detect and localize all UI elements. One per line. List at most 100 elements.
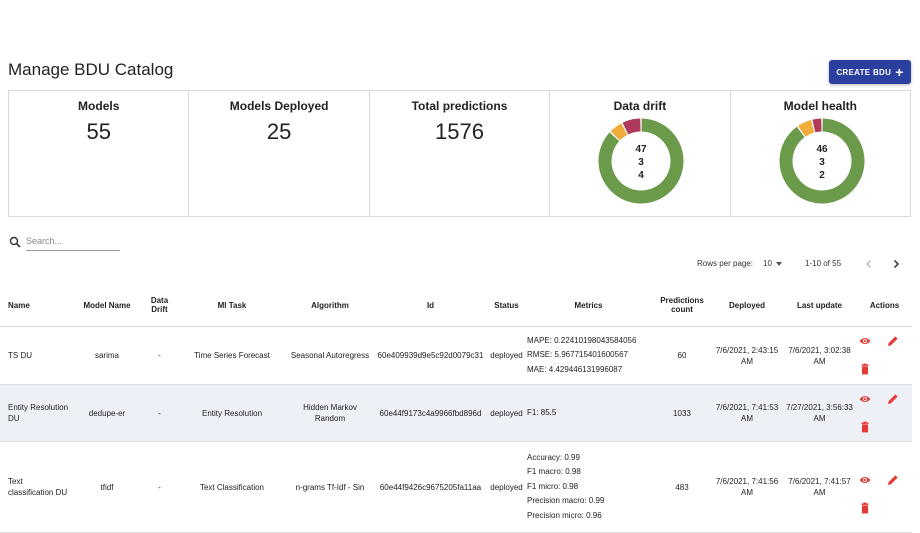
metric-line: Accuracy: 0.99 bbox=[527, 452, 580, 462]
previous-page-icon[interactable] bbox=[862, 257, 876, 271]
model-health-card-title: Model health bbox=[783, 99, 857, 113]
cell-last-update: 7/6/2021, 7:41:57 AM bbox=[782, 441, 857, 533]
table-row[interactable]: TS DU sarima - Time Series Forecast Seas… bbox=[0, 326, 912, 385]
metric-line: F1: 85.5 bbox=[527, 407, 557, 417]
cell-metrics: Accuracy: 0.99 F1 macro: 0.98 F1 micro: … bbox=[525, 441, 652, 533]
models-card: Models 55 bbox=[9, 91, 190, 216]
cell-metrics: MAPE: 0.22410198043584056 RMSE: 5.967715… bbox=[525, 326, 652, 385]
trash-icon[interactable] bbox=[859, 363, 871, 375]
model-health-donut: 46 3 2 bbox=[779, 118, 865, 204]
data-drift-card-title: Data drift bbox=[613, 99, 667, 113]
eye-icon[interactable] bbox=[859, 393, 871, 405]
header-deployed[interactable]: Deployed bbox=[712, 284, 782, 327]
next-page-icon[interactable] bbox=[889, 257, 903, 271]
header-last-update[interactable]: Last update bbox=[782, 284, 857, 327]
cell-id: 60e44f9173c4a9966fbd896d bbox=[373, 384, 488, 442]
cell-last-update: 7/27/2021, 3:56:33 AM bbox=[782, 384, 857, 442]
search-icon bbox=[9, 236, 21, 248]
header-ml-task[interactable]: Ml Task bbox=[177, 284, 287, 327]
rows-per-page-select[interactable]: 10 bbox=[763, 259, 782, 268]
cell-last-update: 7/6/2021, 3:02:38 AM bbox=[782, 326, 857, 385]
drift-warning-segment bbox=[610, 123, 628, 141]
models-card-title: Models bbox=[78, 99, 120, 113]
eye-icon[interactable] bbox=[859, 474, 871, 486]
cell-status: deployed bbox=[488, 384, 525, 442]
metric-line: F1 macro: 0.98 bbox=[527, 467, 581, 477]
cell-predictions-count: 483 bbox=[652, 441, 712, 533]
search-input[interactable] bbox=[26, 232, 120, 251]
pencil-icon[interactable] bbox=[887, 335, 899, 347]
cell-model-name: dedupe-er bbox=[72, 384, 142, 442]
cell-actions bbox=[857, 326, 912, 385]
cell-ml-task: Entity Resolution bbox=[177, 384, 287, 442]
health-critical-segment bbox=[811, 118, 822, 133]
health-healthy-segment bbox=[779, 118, 865, 204]
pencil-icon[interactable] bbox=[887, 393, 899, 405]
models-card-value: 55 bbox=[86, 119, 111, 144]
cell-deployed: 7/6/2021, 7:41:56 AM bbox=[712, 441, 782, 533]
rows-per-page-label: Rows per page: bbox=[697, 259, 754, 268]
header-status[interactable]: Status bbox=[488, 284, 525, 327]
cell-actions bbox=[857, 441, 912, 533]
metric-line: MAE: 4.429446131996087 bbox=[527, 364, 623, 374]
cell-model-name: sarima bbox=[72, 326, 142, 385]
predictions-card-title: Total predictions bbox=[411, 99, 508, 113]
table-row[interactable]: Entity Resolution DU dedupe-er - Entity … bbox=[0, 384, 912, 442]
cell-data-drift: - bbox=[142, 326, 177, 385]
pencil-icon[interactable] bbox=[887, 474, 899, 486]
pagination-range: 1-10 of 55 bbox=[805, 259, 842, 268]
data-drift-card: Data drift 47 3 4 bbox=[550, 91, 731, 216]
plus-icon: + bbox=[895, 64, 904, 80]
cell-algorithm: Seasonal Autoregress bbox=[287, 326, 373, 385]
table-header-row: Name Model Name Data Drift Ml Task Algor… bbox=[0, 284, 912, 327]
header-predictions-count[interactable]: Predictions count bbox=[652, 284, 712, 327]
create-bdu-label: CREATE BDU bbox=[836, 67, 892, 77]
header-data-drift[interactable]: Data Drift bbox=[142, 284, 177, 327]
cell-predictions-count: 60 bbox=[652, 326, 712, 385]
drift-critical-segment bbox=[622, 118, 642, 135]
cell-metrics: F1: 85.5 bbox=[525, 384, 652, 442]
metric-line: MAPE: 0.22410198043584056 bbox=[527, 335, 637, 345]
cell-name: Text classification DU bbox=[0, 441, 72, 533]
metric-line: RMSE: 5.967715401600567 bbox=[527, 350, 628, 360]
deployed-card: Models Deployed 25 bbox=[189, 91, 370, 216]
stats-panel: Models 55 Models Deployed 25 Total predi… bbox=[8, 90, 911, 217]
predictions-card-value: 1576 bbox=[435, 119, 484, 144]
data-drift-donut: 47 3 4 bbox=[598, 118, 684, 204]
cell-actions bbox=[857, 384, 912, 442]
bdu-table: Name Model Name Data Drift Ml Task Algor… bbox=[0, 284, 912, 533]
header-id[interactable]: Id bbox=[373, 284, 488, 327]
header-algorithm[interactable]: Algorithm bbox=[287, 284, 373, 327]
cell-algorithm: n-grams Tf-Idf - Sin bbox=[287, 441, 373, 533]
cell-data-drift: - bbox=[142, 441, 177, 533]
cell-model-name: tfidf bbox=[72, 441, 142, 533]
cell-status: deployed bbox=[488, 441, 525, 533]
health-count-label: 3 bbox=[819, 157, 825, 168]
health-count-label: 2 bbox=[819, 170, 825, 181]
trash-icon[interactable] bbox=[859, 502, 871, 514]
header-model-name[interactable]: Model Name bbox=[72, 284, 142, 327]
metric-line: F1 micro: 0.98 bbox=[527, 481, 579, 491]
header-name[interactable]: Name bbox=[0, 284, 72, 327]
drift-count-label: 3 bbox=[638, 157, 644, 168]
cell-status: deployed bbox=[488, 326, 525, 385]
cell-name: TS DU bbox=[0, 326, 72, 385]
drift-count-label: 47 bbox=[636, 144, 648, 155]
metric-line: Precision micro: 0.96 bbox=[527, 510, 602, 520]
cell-ml-task: Time Series Forecast bbox=[177, 326, 287, 385]
table-row[interactable]: Text classification DU tfidf - Text Clas… bbox=[0, 441, 912, 533]
chevron-down-icon bbox=[775, 261, 782, 266]
cell-algorithm: Hidden Markov Random bbox=[287, 384, 373, 442]
cell-deployed: 7/6/2021, 7:41:53 AM bbox=[712, 384, 782, 442]
header-metrics[interactable]: Metrics bbox=[525, 284, 652, 327]
trash-icon[interactable] bbox=[859, 421, 871, 433]
cell-data-drift: - bbox=[142, 384, 177, 442]
cell-predictions-count: 1033 bbox=[652, 384, 712, 442]
eye-icon[interactable] bbox=[859, 335, 871, 347]
cell-id: 60e409939d9e5c92d0079c31 bbox=[373, 326, 488, 385]
drift-healthy-segment bbox=[598, 118, 684, 204]
create-bdu-button[interactable]: CREATE BDU + bbox=[829, 60, 911, 84]
deployed-card-value: 25 bbox=[266, 119, 292, 144]
rows-per-page-value: 10 bbox=[763, 259, 772, 268]
metric-line: Precision macro: 0.99 bbox=[527, 496, 605, 506]
